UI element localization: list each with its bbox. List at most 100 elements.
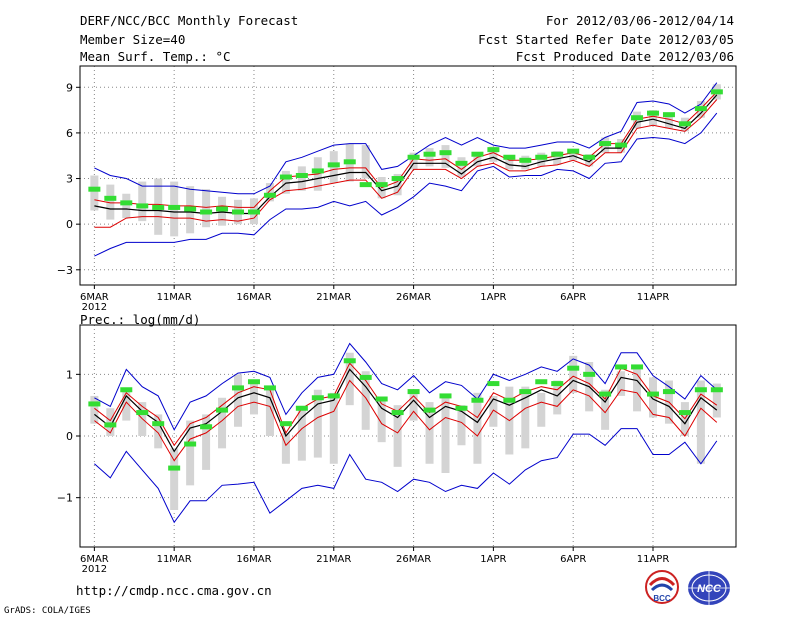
prec-y-tick-label: 1 [66,368,73,381]
source-url: http://cmdp.ncc.cma.gov.cn [76,583,272,598]
forecast-start-date: Fcst Started Refer Date 2012/03/05 [478,32,734,47]
temp-observed-mark [279,174,292,180]
prec-observed-mark [343,358,356,364]
temp-observed-mark [216,206,229,212]
temp-observed-mark [599,141,612,147]
temp-y-tick-label: 6 [66,127,73,140]
prec-observed-mark [311,395,324,401]
prec-box [553,380,562,415]
temp-box [457,157,466,178]
prec-box [425,402,434,464]
temp-box [138,181,147,222]
temp-observed-mark [694,106,707,112]
temp-box [122,193,131,219]
temp-observed-mark [327,162,340,168]
temp-observed-mark [391,176,404,182]
prec-observed-mark [247,379,260,385]
prec-observed-mark [662,389,675,395]
temp-observed-mark [439,150,452,156]
temp-observed-mark [662,112,675,118]
prec-observed-mark [184,441,197,447]
temp-box [649,110,658,126]
temp-observed-mark [168,204,181,210]
prec-observed-mark [583,371,596,377]
temp-observed-mark [678,121,691,127]
temp-y-tick-label: 9 [66,81,73,94]
temp-x-tick-label: 2012 [82,302,107,313]
prec-box [361,371,370,430]
forecast-period: For 2012/03/06-2012/04/14 [545,13,734,28]
prec-observed-mark [152,421,165,427]
prec-x-tick-label: 6APR [560,554,586,565]
temp-observed-mark [263,192,276,198]
temp-y-tick-label: −3 [57,264,73,277]
temp-observed-mark [407,154,420,160]
temp-box [489,146,498,162]
prec-observed-mark [535,379,548,385]
grads-credit: GrADS: COLA/IGES [4,606,91,616]
temp-box [553,151,562,165]
prec-observed-mark [551,381,564,387]
prec-box [601,389,610,430]
temp-observed-mark [152,204,165,210]
prec-observed-mark [120,387,133,393]
prec-observed-mark [487,381,500,387]
prec-observed-mark [631,364,644,370]
temp-box [569,149,578,161]
temp-observed-mark [519,157,532,163]
temp-x-tick-label: 6APR [560,292,586,303]
member-size: Member Size=40 [80,32,186,47]
temp-box [473,152,482,167]
prec-observed-mark [104,422,117,428]
temp-observed-mark [343,159,356,165]
ncc-logo: NCC [688,571,730,605]
prec-box [313,389,322,458]
prec-box [696,380,705,464]
prec-x-tick-label: 2012 [82,564,107,575]
temp-lower-quartile-line [94,99,718,228]
prec-mean-line [94,368,718,453]
temp-observed-mark [200,209,213,215]
prec-observed-mark [423,407,436,413]
prec-box [249,383,258,415]
prec-observed-mark [455,405,468,411]
temp-box [585,154,594,167]
prec-observed-mark [168,465,181,471]
prec-box [234,374,243,427]
prec-observed-mark [232,385,245,391]
prec-box [218,397,227,449]
prec-box [441,395,450,473]
prec-observed-mark [519,389,532,395]
temp-observed-mark [567,148,580,154]
chart-title: DERF/NCC/BCC Monthly Forecast [80,13,299,28]
temp-box [393,173,402,196]
prec-observed-mark [295,405,308,411]
temp-observed-mark [423,151,436,157]
temp-box [409,152,418,170]
prec-y-tick-label: −1 [57,492,73,505]
prec-observed-mark [88,401,101,407]
temp-observed-mark [583,154,596,160]
prec-x-tick-label: 11MAR [157,554,192,565]
prec-observed-mark [503,397,516,403]
prec-observed-mark [407,389,420,395]
temp-box [106,184,115,220]
temp-upper-quartile-line [94,91,718,208]
prec-observed-mark [647,391,660,397]
prec-box [345,352,354,406]
temp-box [441,145,450,168]
prec-box [202,414,211,470]
prec-upper-quartile-line [94,362,718,447]
prec-observed-mark [263,385,276,391]
temp-observed-mark [295,173,308,178]
prec-observed-mark [359,374,372,380]
temp-box [281,170,290,194]
prec-box [297,408,306,461]
bcc-logo-text: BCC [653,594,671,603]
temp-max-line [94,82,718,195]
prec-box [170,448,179,510]
prec-lower-quartile-line [94,379,718,462]
temp-box [202,189,211,228]
temp-observed-mark [311,168,324,174]
